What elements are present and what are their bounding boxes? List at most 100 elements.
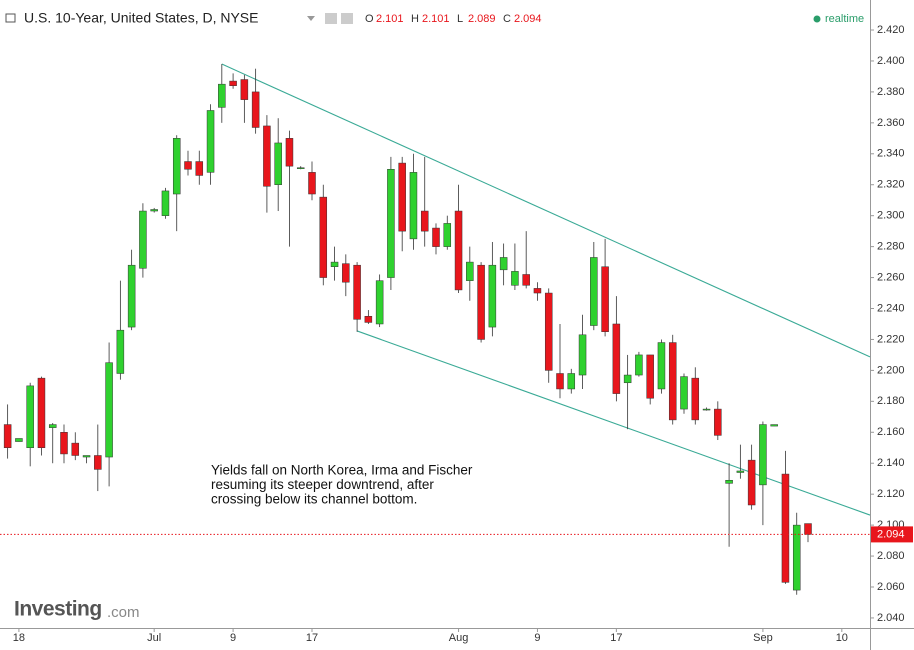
candle-body (590, 257, 598, 326)
ohlc-value: 2.094 (514, 13, 542, 25)
candle-body (578, 334, 587, 376)
x-tick-label: 10 (836, 632, 848, 644)
x-tick-label: Jul (147, 632, 161, 644)
y-tick-label: 2.340 (877, 148, 905, 160)
candle-body (612, 323, 621, 394)
candle-body (330, 261, 339, 267)
y-tick-label: 2.280 (877, 241, 905, 253)
x-tick-label: 18 (13, 632, 25, 644)
candle-body (714, 408, 722, 436)
y-tick-label: 2.260 (877, 271, 905, 283)
candle-body (533, 288, 542, 294)
candle-body (420, 210, 429, 232)
y-tick-label: 2.380 (877, 86, 905, 98)
y-tick-label: 2.140 (877, 457, 905, 469)
y-tick-label: 2.200 (877, 364, 905, 376)
candle-body (409, 172, 418, 240)
y-tick-label: 2.040 (877, 612, 905, 624)
collapse-icon[interactable] (5, 13, 16, 23)
y-tick-label: 2.420 (877, 24, 905, 36)
ohlc-key: L (457, 13, 463, 25)
y-tick-label: 2.120 (877, 488, 905, 500)
candle-body (3, 424, 12, 449)
candle-body (105, 362, 113, 458)
candle-body (94, 455, 102, 470)
candle-body (454, 210, 463, 291)
ohlc-key: C (503, 13, 511, 25)
candle-body (172, 138, 181, 195)
candle-body (736, 470, 745, 473)
candle-body (60, 432, 68, 455)
x-tick-label: 9 (534, 632, 540, 644)
candle-body (82, 455, 91, 458)
candle-body (556, 373, 564, 390)
x-tick-label: Aug (449, 632, 469, 644)
candle-body (342, 263, 350, 283)
ohlc-value: 2.101 (422, 13, 450, 25)
eye-icon[interactable] (325, 13, 337, 24)
candle-body (195, 161, 204, 176)
candle-body (308, 172, 316, 195)
candle-body (240, 79, 249, 100)
ohlc-key: H (411, 13, 419, 25)
candle-body (544, 292, 553, 371)
y-tick-label: 2.160 (877, 426, 905, 438)
candle-body (432, 227, 440, 247)
candle-body (150, 209, 158, 212)
candle-body (668, 342, 677, 421)
y-tick-label: 2.080 (877, 550, 905, 562)
candle-body (71, 442, 80, 456)
ohlc-value: 2.101 (376, 13, 404, 25)
last-price-tag (871, 526, 913, 543)
candle-body (601, 266, 609, 332)
candle-body (511, 271, 519, 286)
candle-body (274, 142, 282, 185)
candle-body (296, 167, 305, 169)
candle-body (161, 190, 170, 216)
x-tick-label: 17 (610, 632, 622, 644)
x-tick-label: 9 (230, 632, 236, 644)
y-tick-label: 2.060 (877, 581, 905, 593)
annotation: Yields fall on North Korea, Irma and Fis… (211, 463, 473, 507)
candle-body (635, 354, 643, 376)
dropdown-icon[interactable] (307, 16, 315, 21)
y-tick-label: 2.360 (877, 117, 905, 129)
annotation-line: resuming its steeper downtrend, after (211, 477, 434, 492)
candle-body (623, 374, 632, 384)
y-tick-label: 2.180 (877, 395, 905, 407)
candle-body (488, 264, 497, 328)
candle-body (477, 264, 485, 340)
candle-body (499, 257, 508, 271)
candle-body (229, 80, 237, 86)
candle-body (804, 523, 812, 535)
candle-body (792, 524, 801, 591)
candle-body (702, 408, 711, 411)
y-tick-label: 2.220 (877, 333, 905, 345)
candle-body (116, 329, 125, 374)
candle-body (781, 473, 790, 583)
last-price-label: 2.094 (877, 528, 905, 540)
candle-body (251, 91, 260, 128)
realtime-label: realtime (825, 13, 864, 25)
candle-body (680, 376, 688, 410)
trendline (221, 63, 871, 358)
candle-body (747, 459, 756, 506)
candle-body (770, 424, 778, 427)
candle-body (364, 315, 373, 323)
settings-icon[interactable] (341, 13, 353, 24)
candle-body (127, 264, 136, 328)
candle-body (37, 377, 46, 449)
candle-body (263, 125, 271, 187)
y-tick-label: 2.400 (877, 55, 905, 67)
candle-body (285, 138, 294, 167)
ohlc-readout: O 2.101 H 2.101 L 2.089 C 2.094 (365, 13, 542, 25)
candle-body (387, 169, 395, 278)
logo: Investing (14, 598, 102, 621)
annotation-line: crossing below its channel bottom. (211, 492, 417, 507)
candle-body (759, 424, 767, 486)
realtime-dot (813, 15, 821, 23)
candle-body (567, 373, 576, 390)
